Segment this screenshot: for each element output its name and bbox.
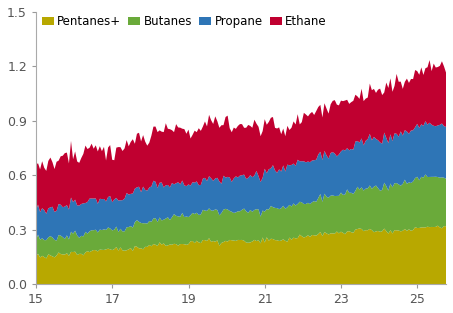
- Legend: Pentanes+, Butanes, Propane, Ethane: Pentanes+, Butanes, Propane, Ethane: [42, 15, 327, 28]
